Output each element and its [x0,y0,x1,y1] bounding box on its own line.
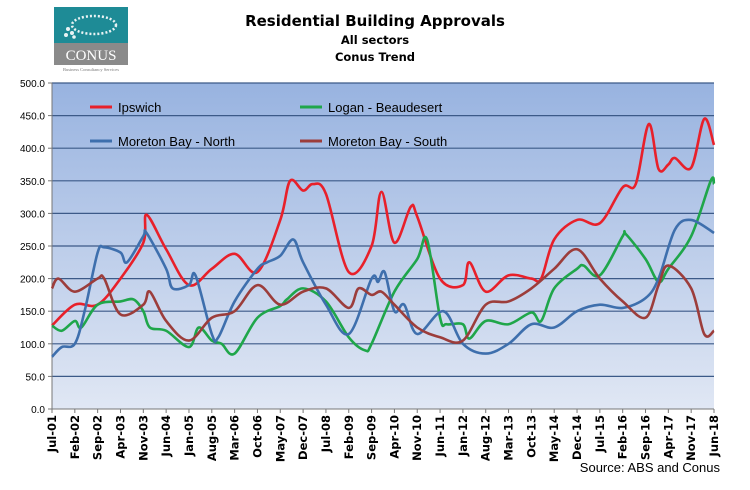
x-tick-label: Jun-04 [159,415,173,457]
y-tick-label: 200.0 [20,275,45,286]
x-tick-label: Nov-17 [684,415,698,461]
x-tick-label: Jun-11 [433,415,447,457]
x-tick-label: Jul-08 [319,415,333,453]
source-note: Source: ABS and Conus [579,460,720,475]
y-tick-label: 250.0 [20,242,45,253]
x-tick-label: Dec-14 [570,415,584,460]
y-tick-label: 350.0 [20,177,45,188]
x-tick-label: Dec-07 [296,415,310,460]
x-tick-label: Feb-02 [68,415,82,459]
legend-label: Moreton Bay - North [118,134,235,149]
x-tick-label: Mar-13 [502,415,516,461]
conus-logo: CONUS Business Consultancy Services [54,7,128,73]
y-tick-label: 300.0 [20,209,45,220]
x-tick-label: Sep-09 [365,415,379,460]
x-tick-label: Nov-03 [136,415,150,461]
x-tick-label: May-07 [273,415,287,462]
series-line-moreton-bay-south [50,247,715,344]
x-tick-label: Jul-15 [593,415,607,453]
x-tick-label: Jan-05 [182,415,196,457]
series-line-logan-beaudesert [51,176,716,356]
chart-subtitle-2: Conus Trend [334,50,416,64]
logo-text: CONUS [66,48,117,64]
x-tick-label: Feb-16 [616,415,630,459]
legend-label: Moreton Bay - South [328,134,447,149]
y-tick-label: 400.0 [20,144,45,155]
y-tick-label: 0.0 [31,405,45,416]
x-tick-label: Sep-02 [91,415,105,460]
x-tick-label: Jul-01 [45,415,59,453]
x-tick-label: Apr-03 [113,415,127,459]
series-line-moreton-bay-north [51,218,715,358]
legend-label: Logan - Beaudesert [328,100,443,115]
y-tick-label: 100.0 [20,340,45,351]
x-tick-label: Jun-18 [707,415,721,457]
chart-subtitle-1: All sectors [340,33,410,47]
x-tick-label: Oct-13 [524,415,538,458]
x-tick-label: Jan-12 [456,415,470,457]
x-tick-label: Apr-17 [661,415,675,459]
x-tick-label: Oct-06 [250,415,264,458]
x-tick-label: May-14 [547,415,561,462]
y-tick-label: 500.0 [20,79,45,90]
x-tick-label: Nov-10 [410,415,424,461]
y-tick-label: 50.0 [26,372,46,383]
chart-title: Residential Building Approvals [245,12,505,30]
y-tick-label: 150.0 [20,307,45,318]
svg-text:Business Consultancy Services: Business Consultancy Services [63,67,119,72]
y-tick-label: 450.0 [20,112,45,123]
series-line-ipswich [51,117,716,327]
x-tick-label: Mar-06 [228,415,242,461]
legend-label: Ipswich [118,100,161,115]
x-tick-label: Aug-05 [205,415,219,461]
x-tick-label: Sep-16 [639,415,653,460]
x-tick-label: Apr-10 [387,415,401,459]
x-tick-label: Aug-12 [479,415,493,461]
x-tick-label: Feb-09 [342,415,356,459]
